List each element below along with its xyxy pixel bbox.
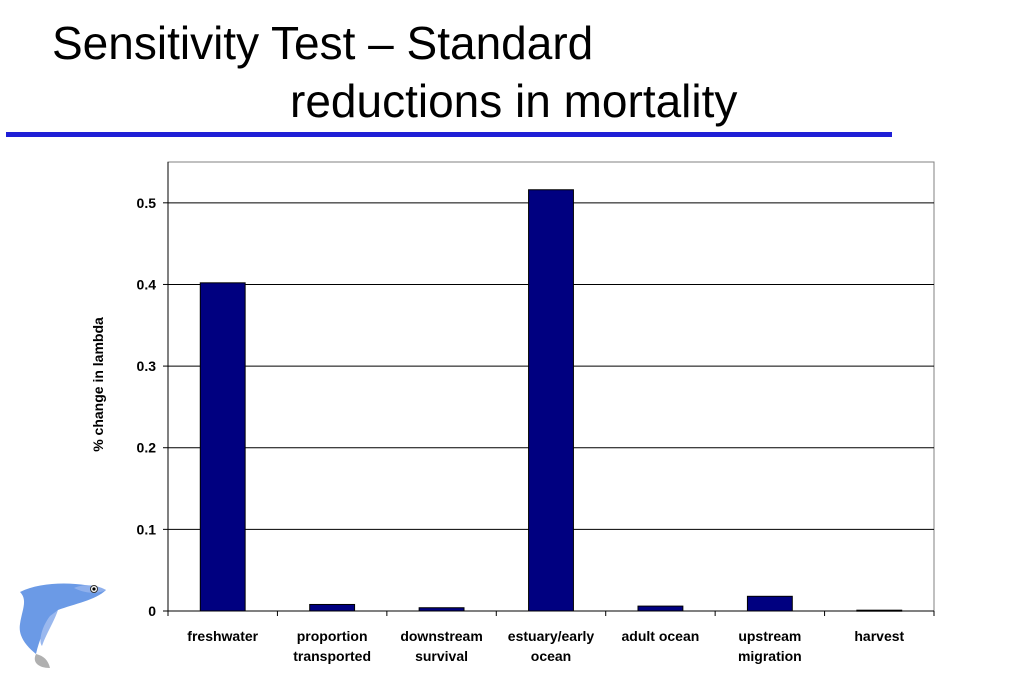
x-tick-label: harvest [854,628,904,644]
bar [856,609,903,612]
y-tick-label: 0.3 [137,358,157,374]
y-tick-label: 0 [148,603,156,619]
title-underline-rule [6,132,892,137]
x-tick-label: proportion transported [293,628,371,664]
x-tick-label: upstream migration [738,628,802,664]
bar [418,607,465,612]
bar [528,189,574,612]
y-tick-label: 0.2 [137,440,157,456]
slide-title-line-2: reductions in mortality [290,75,738,127]
slide-title: Sensitivity Test – Standard reductions i… [52,14,737,130]
bar [637,605,684,612]
y-tick-label: 0.4 [137,276,157,292]
x-tick-label: downstream survival [400,628,482,664]
bar [199,282,246,612]
x-tick-label: estuary/early ocean [508,628,595,664]
bar [309,603,356,612]
y-axis-title: % change in lambda [90,317,106,452]
jumping-fish-icon [19,583,107,668]
y-tick-label: 0.5 [137,195,157,211]
x-tick-label: adult ocean [622,628,700,644]
bar [746,595,793,612]
slide-title-line-1: Sensitivity Test – Standard [52,17,594,69]
y-tick-label: 0.1 [137,521,157,537]
x-tick-label: freshwater [187,628,258,644]
